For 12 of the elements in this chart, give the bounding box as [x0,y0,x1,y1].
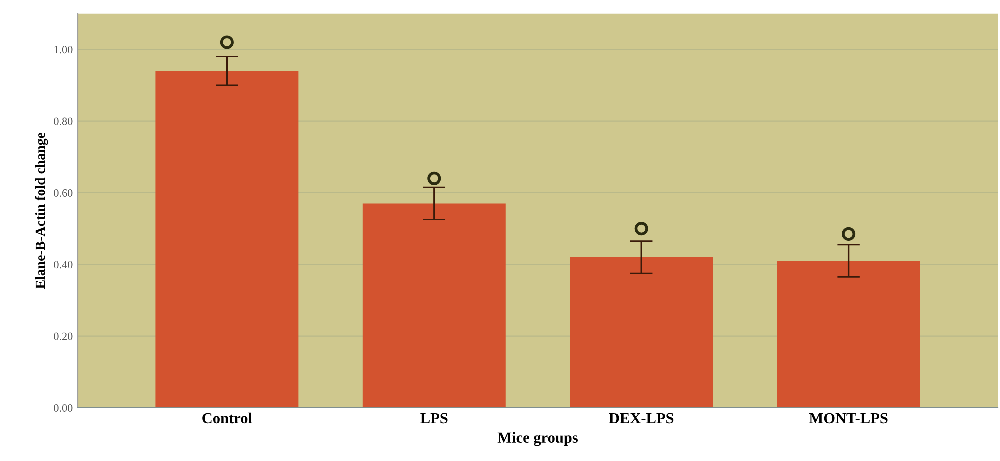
x-tick-label: DEX-LPS [609,413,674,424]
x-tick-label: MONT-LPS [809,413,888,424]
y-tick-label: 0.80 [54,118,73,126]
x-axis-title: Mice groups [498,432,578,446]
y-tick-label: 0.00 [54,404,73,412]
y-tick-label: 0.20 [54,332,73,340]
y-axis-title: Elane-B-Actin fold change [35,132,48,289]
y-tick-label: 0.60 [54,189,73,198]
x-tick-label: LPS [420,413,448,424]
x-tick-label: Control [202,412,252,424]
y-tick-label: 1.00 [54,46,73,54]
y-tick-label: 0.40 [54,261,73,269]
